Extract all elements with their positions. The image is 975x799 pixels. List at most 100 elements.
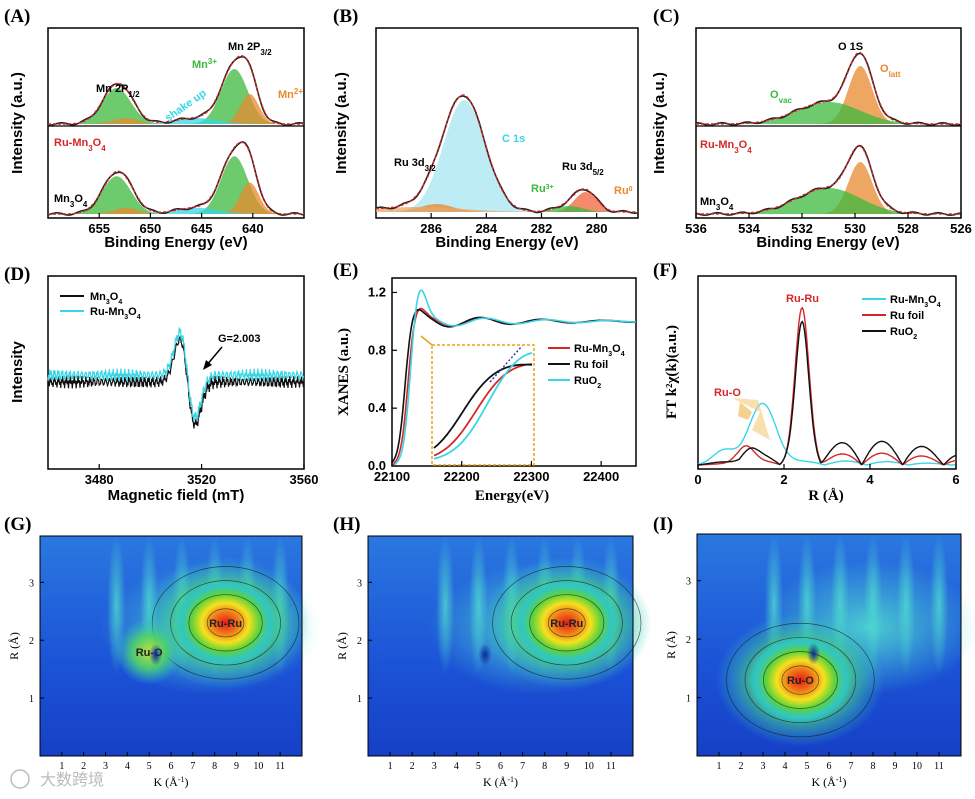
wt-i-xtick-label-3: 4 (783, 761, 788, 772)
wt-g-xtick-label-2: 3 (103, 761, 108, 772)
wt-h-xtick-label-6: 7 (520, 761, 525, 772)
wt-g-ylabel: R (Å) (7, 632, 21, 660)
panel-a-ticks: 655 650 645 640 (88, 213, 264, 236)
panel-f-ticks: 0 2 4 6 (694, 464, 960, 487)
e-ytick-label-3: 1.2 (368, 284, 386, 299)
b-xtick-label-0: 286 (420, 221, 442, 236)
wt-h-dark-spot (478, 643, 492, 666)
a-marks-fit-line (48, 54, 304, 125)
e-ytick-label-0: 0.0 (368, 458, 386, 473)
wt-h-hotspot-0 (513, 578, 620, 667)
panel-f-frame (697, 275, 957, 470)
e-xtick-label-0: 22100 (374, 469, 410, 484)
c-label-ovac: Ovac (770, 89, 792, 105)
panel-label-c: (C) (653, 6, 679, 27)
wt-i-xtick-label-7: 8 (871, 761, 876, 772)
wt-h-xtick-label-1: 2 (410, 761, 415, 772)
e-xtick-label-2: 22300 (513, 469, 549, 484)
wt-g-ytick-label-1: 2 (29, 636, 34, 647)
wt-g-xtick-label-4: 5 (147, 761, 152, 772)
e-inset-box (431, 344, 535, 466)
wt-i-xlabel: K (Å-1) (812, 775, 847, 790)
c-sample-bot: Mn3O4 (700, 196, 734, 212)
wt-g-halo-1 (115, 618, 183, 685)
panel-b-ticks: 286 284 282 280 (420, 213, 607, 236)
d-legend-label-0: Mn3O4 (90, 291, 122, 306)
wt-g-contour-0-2 (188, 594, 263, 652)
wt-h-ytick-label-0: 1 (357, 694, 362, 705)
b-ylabel: Intensity (a.u.) (333, 72, 350, 174)
wt-i-xtick-label-10: 11 (934, 761, 944, 772)
c-label-o1s: O 1S (838, 41, 863, 53)
b-marks-component-3 (376, 206, 638, 212)
panel-e-ticks: 22100 22200 22300 22400 0.0 0.4 0.8 1.2 (368, 284, 619, 484)
wt-h-xtick-label-5: 6 (498, 761, 503, 772)
c-xlabel: Binding Energy (eV) (756, 234, 899, 251)
watermark-text: 大数跨境 (40, 770, 104, 789)
wt-g-ytick-label-0: 1 (29, 694, 34, 705)
c-xtick-label-3: 530 (844, 221, 866, 236)
panel-a: Mn 2P1/2 Mn 2P3/2 Mn3+ Mn2+ shake up Ru-… (9, 27, 305, 251)
b-marks-component-0 (376, 100, 638, 212)
panel-a-marks (47, 54, 305, 216)
f-ruo-arrow (738, 402, 752, 420)
f-series-1-line (698, 306, 957, 466)
f-xtick-label-1: 2 (780, 472, 787, 487)
d-series-0-line (47, 336, 305, 429)
wt-g-ytick-label-2: 3 (29, 578, 34, 589)
panel-b: Ru 3d3/2 Ru 3d5/2 C 1s Ru3+ Ru0 286 284 28… (333, 27, 639, 251)
f-xlabel: R (Å) (808, 488, 843, 504)
wt-i-dark-spot (807, 642, 821, 665)
e-legend-label-2: RuO2 (574, 375, 601, 390)
panel-b-marks (375, 94, 639, 215)
panel-d: Mn3O4 Ru-Mn3O4 G=2.003 3480 3520 3560 Magn… (9, 275, 318, 504)
a-xlabel: Binding Energy (eV) (104, 234, 247, 251)
panel-d-frame (47, 275, 305, 470)
c-xtick-label-4: 528 (897, 221, 919, 236)
d-xtick-label-0: 3480 (85, 472, 114, 487)
wt-g-contour-0-1 (206, 608, 245, 638)
panel-label-i: (I) (653, 514, 673, 535)
wt-g-xtick-label-3: 4 (125, 761, 130, 772)
c-marks-fit-line (696, 145, 961, 215)
wt-h-xtick-label-0: 1 (388, 761, 393, 772)
wt-h-xtick-label-4: 5 (476, 761, 481, 772)
wt-h-xlabel: K (Å-1) (483, 775, 518, 790)
f-legend-label-2: RuO2 (890, 326, 917, 341)
e-inset-marks (433, 345, 533, 460)
b-label-ru3: Ru3+ (531, 183, 554, 195)
a-label-mn2p32: Mn 2P3/2 (228, 41, 272, 57)
d-series-1-line (47, 327, 305, 422)
wt-i-contour-0-2 (763, 651, 838, 709)
a-marks-fit-line (48, 141, 304, 215)
panel-label-d: (D) (4, 264, 30, 285)
b-label-ru0: Ru0 (614, 185, 633, 197)
wt-i-contour-0-4 (726, 622, 875, 738)
c-xtick-label-2: 532 (791, 221, 813, 236)
e-inset-series-1-line (433, 363, 533, 449)
wt-g-xtick-label-0: 1 (59, 761, 64, 772)
a-xtick-label-0: 655 (88, 221, 110, 236)
c-ylabel: Intensity (a.u.) (651, 72, 668, 174)
a-xtick-label-1: 650 (140, 221, 162, 236)
a-marks-component-2 (48, 176, 304, 214)
panel-c: O 1S Olatt Ovac Ru-Mn3O4 Mn3O4 536 534 532… (651, 27, 972, 251)
wt-i-xtick-label-8: 9 (893, 761, 898, 772)
f-legend-label-1: Ru foil (890, 310, 924, 322)
f-xtick-label-0: 0 (694, 472, 701, 487)
f-series-0-line (697, 402, 956, 466)
b-label-c1s: C 1s (502, 133, 525, 145)
a-sample-top: Ru-Mn3O4 (54, 137, 106, 153)
wt-i-ylabel: R (Å) (664, 631, 678, 659)
c-xtick-label-5: 526 (950, 221, 972, 236)
wt-i-hotspot-0 (747, 635, 854, 725)
wt-h-xtick-label-2: 3 (432, 761, 437, 772)
b-xtick-label-2: 282 (531, 221, 553, 236)
panel-label-f: (F) (653, 260, 677, 281)
c-marks-component-1 (696, 102, 961, 124)
b-marks-raw-line (375, 95, 639, 215)
wt-h-xtick-label-3: 4 (454, 761, 459, 772)
wt-g-xtick-label-5: 6 (169, 761, 174, 772)
wt-i-xtick-label-5: 6 (827, 761, 832, 772)
